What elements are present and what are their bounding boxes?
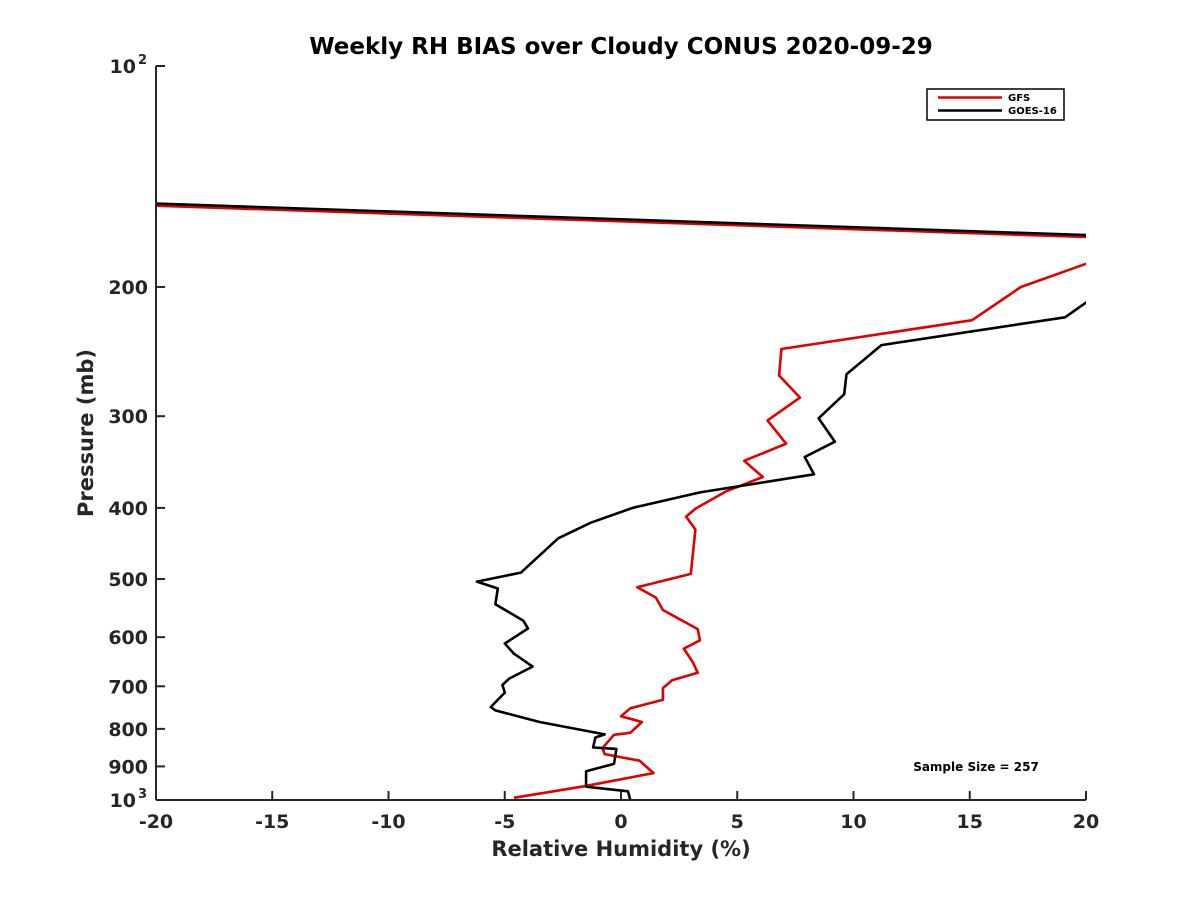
- y-tick-label: 800: [108, 719, 148, 741]
- legend-box: [926, 88, 1065, 121]
- y-tick-exponent: 3: [138, 787, 147, 802]
- x-tick-label: -20: [139, 811, 173, 833]
- y-tick-label: 500: [108, 569, 148, 591]
- y-tick-label: 300: [108, 406, 148, 428]
- x-tick-label: -5: [494, 811, 515, 833]
- x-tick-label: -10: [371, 811, 405, 833]
- y-tick-label: 600: [108, 627, 148, 649]
- legend: GFS GOES-16: [926, 88, 1065, 121]
- series-layer: [156, 202, 1086, 800]
- y-tick-exponent: 2: [138, 53, 147, 68]
- y-tick-label: 700: [108, 676, 148, 698]
- x-tick-label: 10: [840, 811, 866, 833]
- x-tick-label: 15: [957, 811, 983, 833]
- y-tick-label: 200: [108, 277, 148, 299]
- y-tick-label: 900: [108, 756, 148, 778]
- x-tick-label: -15: [255, 811, 289, 833]
- legend-label-gfs: GFS: [1008, 93, 1030, 104]
- x-tick-label: 0: [614, 811, 627, 833]
- series-line-goes-16: [156, 202, 1086, 800]
- y-axis-label: Pressure (mb): [74, 349, 98, 517]
- series-line-gfs: [156, 204, 1086, 800]
- legend-label-goes-16: GOES-16: [1008, 106, 1057, 117]
- x-axis-label: Relative Humidity (%): [491, 837, 750, 861]
- x-ticks: -20 -15 -10 -5 0 5 10 15 20: [139, 791, 1099, 833]
- y-tick-label: 10: [110, 56, 136, 78]
- chart-title: Weekly RH BIAS over Cloudy CONUS 2020-09…: [309, 34, 933, 60]
- y-tick-label: 10: [110, 790, 136, 812]
- x-tick-label: 5: [731, 811, 744, 833]
- y-tick-label: 400: [108, 498, 148, 520]
- sample-size-annotation: Sample Size = 257: [913, 760, 1039, 774]
- x-tick-label: 20: [1073, 811, 1099, 833]
- axes: [155, 66, 1086, 801]
